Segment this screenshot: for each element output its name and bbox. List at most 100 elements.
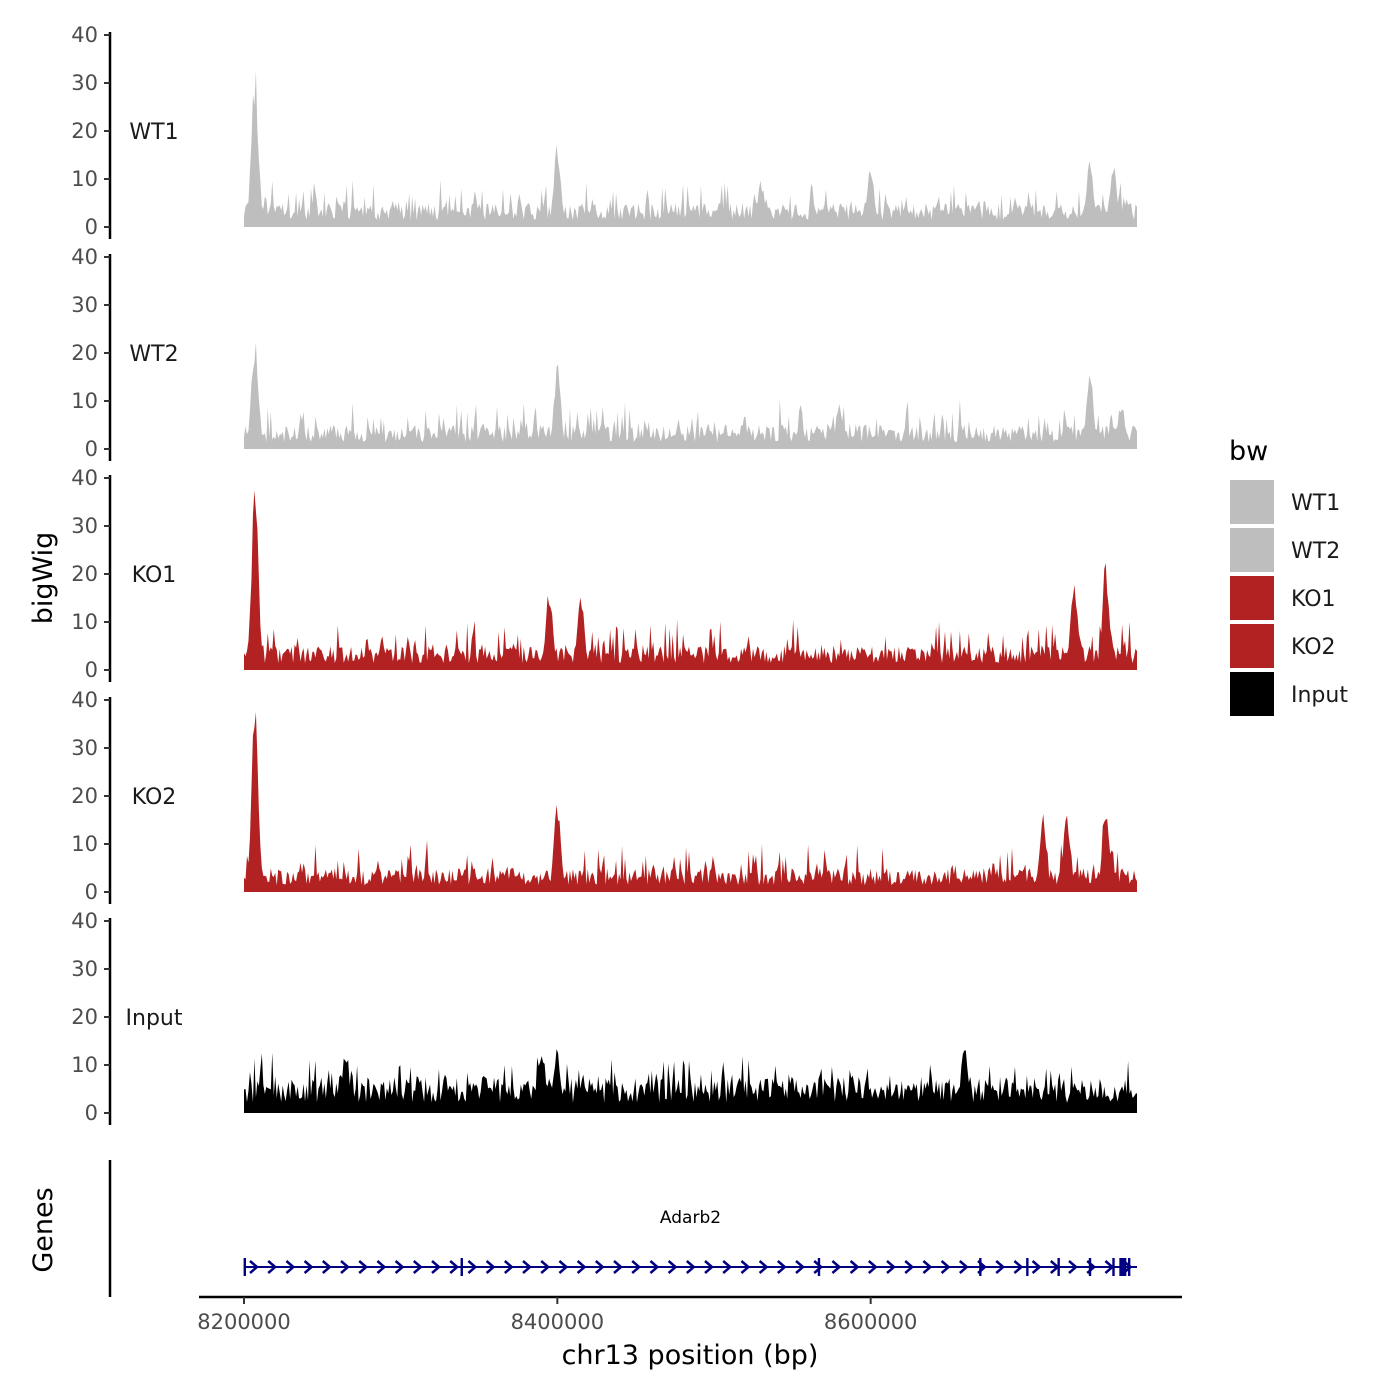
strand-arrow (412, 1260, 423, 1274)
legend-swatch-ko2 (1230, 624, 1274, 668)
exon-mark (1112, 1258, 1115, 1276)
gene-name-label: Adarb2 (660, 1208, 721, 1228)
strand-arrow (722, 1260, 733, 1274)
y-tick-label: 40 (71, 909, 98, 933)
strand-arrow (904, 1260, 915, 1274)
y-tick-label: 40 (71, 688, 98, 712)
strand-arrow (503, 1260, 514, 1274)
strand-arrow (449, 1260, 460, 1274)
track-label: KO2 (132, 785, 177, 810)
y-tick-label: 10 (71, 832, 98, 856)
strand-arrow (795, 1260, 805, 1274)
y-tick-label: 0 (85, 880, 98, 904)
strand-arrow (995, 1260, 1006, 1274)
legend-title: bw (1229, 436, 1268, 467)
strand-arrow (886, 1260, 896, 1274)
exon-mark (1127, 1258, 1131, 1276)
strand-arrow (340, 1260, 350, 1274)
legend-label-ko2: KO2 (1291, 635, 1336, 660)
coverage-area-ko2 (244, 712, 1137, 892)
exon-mark (243, 1258, 246, 1276)
strand-arrow (849, 1260, 860, 1274)
strand-arrow (431, 1260, 441, 1274)
x-axis-title: chr13 position (bp) (562, 1340, 819, 1371)
y-tick-label: 10 (71, 610, 98, 634)
strand-arrow (704, 1260, 714, 1274)
strand-arrow (267, 1260, 278, 1274)
exon-block (1119, 1258, 1127, 1276)
strand-arrow (958, 1260, 969, 1274)
strand-arrow (358, 1260, 369, 1274)
strand-arrow (631, 1260, 642, 1274)
strand-arrow (485, 1260, 496, 1274)
y-tick-label: 30 (71, 957, 98, 981)
y-tick-label: 20 (71, 119, 98, 143)
strand-arrow (667, 1260, 678, 1274)
x-axis: 8200000 8400000 8600000 (197, 1295, 1182, 1334)
strand-arrow (867, 1260, 878, 1274)
strand-arrow (740, 1260, 751, 1274)
strand-arrow (249, 1260, 259, 1274)
exon-mark (1057, 1258, 1060, 1276)
strand-arrow (685, 1260, 696, 1274)
x-tick-label: 8600000 (824, 1310, 918, 1334)
coverage-area-ko1 (244, 490, 1137, 670)
legend-swatch-wt1 (1230, 480, 1274, 524)
legend-label-wt2: WT2 (1291, 539, 1340, 564)
x-tick-label: 8400000 (511, 1310, 605, 1334)
y-tick-label: 10 (71, 389, 98, 413)
legend-label-wt1: WT1 (1291, 491, 1340, 516)
strand-arrow (776, 1260, 787, 1274)
y-tick-label: 0 (85, 658, 98, 682)
y-tick-label: 30 (71, 736, 98, 760)
strand-arrow (576, 1260, 587, 1274)
strand-arrow (394, 1260, 405, 1274)
y-axis-title: bigWig (28, 532, 59, 625)
strand-arrow (1013, 1260, 1024, 1274)
legend-label-ko1: KO1 (1291, 587, 1336, 612)
strand-arrow (813, 1260, 824, 1274)
y-tick-label: 20 (71, 562, 98, 586)
track-label: KO1 (132, 563, 177, 588)
x-tick-label: 8200000 (197, 1310, 291, 1334)
coverage-area-wt1 (244, 70, 1137, 227)
y-tick-label: 20 (71, 784, 98, 808)
legend: bw WT1 WT2 KO1 KO2 Input (1229, 436, 1348, 716)
track-ko2: 0 10 20 30 40 KO2 (71, 688, 1137, 904)
legend-swatch-wt2 (1230, 528, 1274, 572)
y-tick-label: 0 (85, 1101, 98, 1125)
y-tick-label: 10 (71, 1053, 98, 1077)
y-tick-label: 30 (71, 71, 98, 95)
strand-arrow (594, 1260, 605, 1274)
gene-track-title: Genes (28, 1187, 59, 1272)
bigwig-tracks: 0 10 20 30 40 WT1 0 10 20 30 40 WT2 0 10 20 30 40 KO1 0 10 2… (71, 23, 1137, 1125)
strand-arrow (922, 1260, 933, 1274)
gene-track: Adarb2 (108, 1160, 1137, 1297)
strand-arrow (1068, 1260, 1078, 1274)
track-ko1: 0 10 20 30 40 KO1 (71, 466, 1137, 682)
y-tick-label: 30 (71, 514, 98, 538)
y-tick-label: 20 (71, 1005, 98, 1029)
exon-mark (1088, 1258, 1092, 1276)
strand-arrow (940, 1260, 951, 1274)
strand-arrow (540, 1260, 551, 1274)
strand-arrow (321, 1260, 332, 1274)
legend-swatch-input (1230, 672, 1274, 716)
y-tick-label: 0 (85, 215, 98, 239)
y-tick-label: 0 (85, 437, 98, 461)
strand-arrow (467, 1260, 478, 1274)
track-input: 0 10 20 30 40 Input (71, 909, 1137, 1125)
legend-label-input: Input (1291, 683, 1348, 708)
coverage-area-input (244, 1049, 1137, 1113)
exon-mark (460, 1258, 463, 1276)
track-label: WT1 (129, 120, 178, 145)
y-tick-label: 30 (71, 293, 98, 317)
strand-arrow (1031, 1260, 1042, 1274)
strand-arrow (558, 1260, 569, 1274)
strand-arrow (376, 1260, 387, 1274)
strand-arrow (303, 1260, 314, 1274)
exon-mark (1026, 1258, 1029, 1276)
track-label: WT2 (129, 342, 178, 367)
track-label: Input (126, 1006, 183, 1031)
